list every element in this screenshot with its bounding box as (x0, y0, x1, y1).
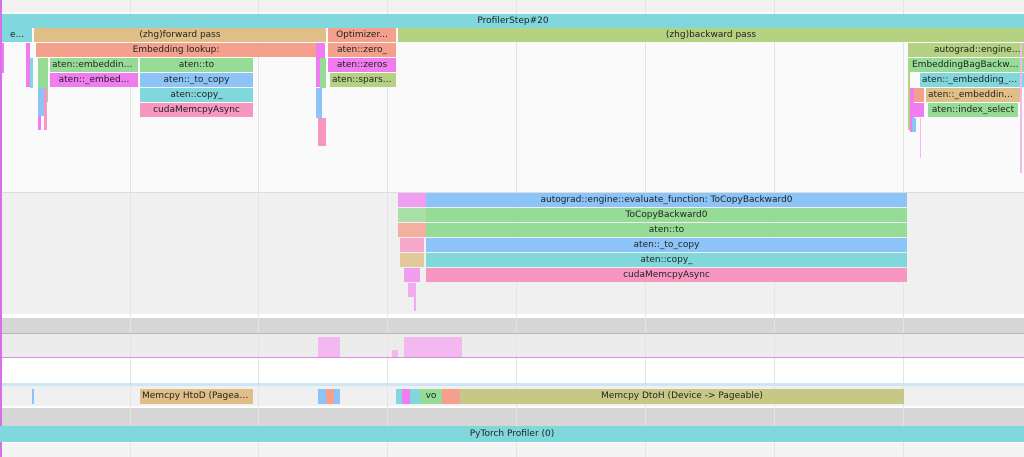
slice-aten-copy-2[interactable]: aten::copy_ (426, 253, 907, 267)
slice-aten-to-copy-2[interactable]: aten::_to_copy (426, 238, 907, 252)
slice-aten-to-copy[interactable]: aten::_to_copy (140, 73, 253, 87)
slice-autograd-evaluate[interactable]: autograd::engine::evalu (908, 43, 1024, 57)
slice-autograd-to-copy-backward[interactable]: autograd::engine::evaluate_function: ToC… (426, 193, 907, 207)
left-selection-marker (0, 0, 2, 457)
kernel-tick (914, 88, 924, 102)
slice-backward-pass[interactable]: (zhg)backward pass (398, 28, 1024, 42)
lower-grey-band (0, 408, 1024, 426)
kernel-tick (316, 88, 322, 118)
memcpy-tick (402, 389, 410, 404)
gpu-header-band (0, 318, 1024, 334)
kernel-tick (404, 268, 420, 282)
grid-line (387, 0, 388, 457)
kernel-tick (320, 58, 326, 88)
kernel-tick (908, 58, 910, 130)
slice-aten-copy[interactable]: aten::copy_ (140, 88, 253, 102)
kernel-tick (914, 103, 924, 117)
kernel-tick (400, 253, 424, 267)
kernel-tick (38, 58, 48, 102)
slice-forward-pass[interactable]: (zhg)forward pass (34, 28, 326, 42)
gpu-kernel (318, 337, 340, 357)
slice-memcpy-dtoh[interactable]: Memcpy DtoH (Device -> Pageable) (460, 389, 904, 404)
memcpy-tick (32, 389, 34, 404)
kernel-tick (2, 43, 4, 73)
kernel-tick (1020, 43, 1022, 173)
kernel-tick (398, 193, 426, 207)
kernel-tick (318, 118, 326, 146)
slice-vo[interactable]: vo (420, 389, 442, 404)
bottom-band (0, 443, 1024, 457)
kernel-tick (920, 118, 921, 158)
slice-embedding-bag-backward[interactable]: EmbeddingBagBackward0 (910, 58, 1024, 72)
separator-band (0, 314, 1024, 318)
kernel-tick (30, 58, 33, 88)
grid-line (130, 0, 131, 457)
flow-line (0, 357, 1024, 358)
slice-aten-zeros[interactable]: aten::zeros (328, 58, 396, 72)
slice-embedding-lookup[interactable]: Embedding lookup: (36, 43, 316, 57)
top-ruler-band (0, 0, 1024, 12)
slice-aten-zero[interactable]: aten::zero_ (328, 43, 396, 57)
slice-aten-embedding-bag[interactable]: aten::embedding_bag (50, 58, 138, 72)
slice-aten-sparse[interactable]: aten::sparse_... (330, 73, 396, 87)
kernel-tick (408, 283, 416, 297)
slice-to-copy-backward[interactable]: ToCopyBackward0 (426, 208, 907, 222)
slice-cuda-memcpy-async[interactable]: cudaMemcpyAsync (140, 103, 253, 117)
kernel-tick (398, 208, 426, 222)
kernel-tick (400, 238, 424, 252)
kernel-tick (26, 43, 30, 87)
slice-aten-embedding-inner[interactable]: aten::_embedding_... (926, 88, 1020, 102)
grid-line (258, 0, 259, 457)
slice-aten-to[interactable]: aten::to (140, 58, 253, 72)
gpu-kernel-band (0, 334, 1024, 358)
memcpy-tick (442, 389, 460, 404)
slice-aten-to-2[interactable]: aten::to (426, 223, 907, 237)
slice-memcpy-htod[interactable]: Memcpy HtoD (Pageable... (140, 389, 253, 404)
slice-e[interactable]: e... (2, 28, 32, 42)
row-divider (0, 192, 1024, 193)
slice-aten-embedding-b[interactable]: aten::_embedding_b... (920, 73, 1024, 87)
gpu-kernel (404, 337, 462, 357)
kernel-tick (910, 88, 914, 132)
slice-cuda-memcpy-async-2[interactable]: cudaMemcpyAsync (426, 268, 907, 282)
slice-aten-index-select[interactable]: aten::index_select (928, 103, 1018, 117)
kernel-tick (38, 116, 41, 130)
gpu-gap-band (0, 358, 1024, 384)
kernel-tick (398, 223, 426, 237)
kernel-tick (414, 297, 416, 311)
gpu-kernel (392, 350, 398, 357)
kernel-tick (44, 88, 47, 130)
selection-line (0, 383, 1024, 386)
kernel-tick (38, 88, 44, 116)
memcpy-tick (326, 389, 334, 404)
slice-optimizer[interactable]: Optimizer... (328, 28, 396, 42)
row-divider (0, 333, 1024, 334)
slice-profiler-step[interactable]: ProfilerStep#20 (2, 14, 1024, 28)
cpu-thread-band (0, 12, 1024, 192)
slice-aten-embed[interactable]: aten::_embed... (50, 73, 138, 87)
kernel-tick (912, 118, 916, 132)
process-header-pytorch-profiler[interactable]: PyTorch Profiler (0) (0, 426, 1024, 442)
